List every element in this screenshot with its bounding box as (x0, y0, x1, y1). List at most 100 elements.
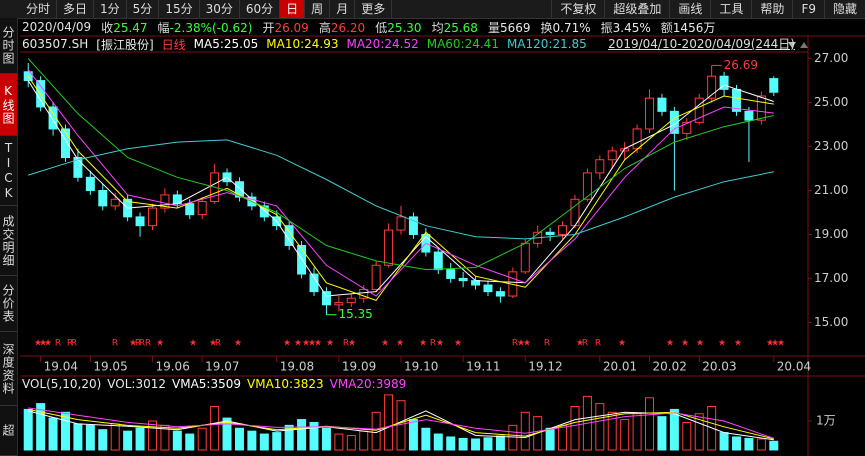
period-tab[interactable]: 30分 (200, 0, 240, 18)
candle-body (645, 97, 655, 130)
event-marker: ★ (326, 339, 334, 349)
candle-body (582, 172, 592, 200)
event-marker: R (582, 339, 588, 349)
volume-legend: VOL(5,10,20) VOL:3012 VMA5:3509 VMA10:382… (22, 377, 406, 391)
side-tab[interactable]: 深度资料 (0, 332, 17, 406)
tool-button[interactable]: F9 (792, 0, 824, 18)
volume-bar (744, 437, 754, 451)
tool-button[interactable]: 隐藏 (823, 0, 865, 18)
candle-body (371, 264, 381, 290)
volume-bar (384, 394, 394, 451)
quote-label: 额 (660, 20, 673, 35)
period-tab[interactable]: 15分 (159, 0, 200, 18)
volume-bar (719, 432, 729, 451)
event-marker: R (71, 339, 77, 349)
tool-button[interactable]: 工具 (710, 0, 751, 18)
candle-body (707, 75, 717, 99)
event-marker: ★ (129, 339, 137, 349)
event-marker: R (430, 339, 436, 349)
candle-body (545, 231, 555, 235)
volume-bar (123, 430, 133, 451)
annotation-label: 26.69 (724, 58, 758, 72)
x-tick-label: 20.03 (702, 360, 736, 374)
quote-label: 低 (375, 20, 388, 35)
period-tab[interactable]: 更多 (355, 0, 393, 18)
candle-body (60, 128, 70, 159)
volume-bar (197, 427, 207, 451)
legend-entry: MA20:24.52 (346, 37, 419, 51)
range-down-icon (788, 42, 796, 48)
x-tick-label: 19.09 (342, 360, 376, 374)
side-tab[interactable]: 分时图 (0, 18, 17, 74)
y-tick-label: 15.00 (814, 315, 848, 329)
volume-bar (756, 438, 766, 451)
event-marker: R (544, 339, 550, 349)
candle-body (396, 216, 406, 231)
quote-item: 均25.68 (432, 19, 478, 36)
quote-value: 25.30 (387, 20, 422, 35)
candle-body (384, 229, 394, 266)
candle-body (769, 78, 779, 93)
volume-bar (272, 432, 282, 451)
volume-bar (110, 423, 120, 451)
legend-entry: MA120:21.85 (506, 37, 587, 51)
event-marker: ★ (666, 339, 674, 349)
quote-value: 0.71% (552, 20, 591, 35)
candle-body (160, 194, 170, 209)
vma-line (28, 407, 774, 439)
period-tab[interactable]: 周 (305, 0, 331, 18)
candle-body (23, 71, 33, 82)
quote-item: 幅-2.38%(-0.62) (158, 19, 253, 36)
side-tab[interactable]: K线图 (0, 74, 17, 136)
candle-body (346, 297, 356, 304)
y-tick-label: 21.00 (814, 183, 848, 197)
period-tab[interactable]: 5分 (127, 0, 160, 18)
candle-body (607, 150, 617, 161)
candle-body (433, 251, 443, 271)
legend-entry: MA60:24.41 (426, 37, 499, 51)
period-tab[interactable]: 分时 (20, 0, 58, 18)
candle-body (359, 288, 369, 299)
period-tab[interactable]: 多日 (57, 0, 95, 18)
side-tab[interactable]: 成交明细 (0, 206, 17, 276)
tool-button[interactable]: 超级叠加 (604, 0, 669, 18)
toolbar: 分时 多日 1分 5分 15分 30分 60分日周月更多 不复权 超级叠加 画线 工具 帮助 F9 隐藏 (0, 0, 865, 19)
date-range[interactable]: 2019/04/10-2020/04/09(244日) (608, 37, 795, 51)
quote-label: 量 (487, 20, 500, 35)
y-tick-label: 27.00 (814, 51, 848, 65)
quote-item: 开26.09 (262, 19, 308, 36)
event-marker: ★ (283, 339, 291, 349)
tool-button[interactable]: 帮助 (751, 0, 792, 18)
volume-bar (682, 421, 692, 451)
volume-bar (222, 417, 232, 451)
volume-bar (36, 403, 46, 451)
event-marker: ★ (523, 339, 531, 349)
side-tab[interactable]: TICK (0, 136, 17, 206)
tool-button[interactable]: 不复权 (551, 0, 604, 18)
candle-body (558, 225, 568, 235)
event-marker: ★ (618, 339, 626, 349)
quote-value: -2.38%(-0.62) (169, 20, 253, 35)
legend-entry: VMA20:3989 (329, 377, 407, 391)
event-marker: ★ (696, 339, 704, 349)
volume-bar (135, 427, 145, 451)
period: 日线 (161, 37, 186, 52)
event-marker: ★ (777, 339, 785, 349)
period-tab[interactable]: 60分 (240, 0, 281, 18)
period-tab[interactable]: 月 (330, 0, 356, 18)
period-tab[interactable]: 日 (280, 0, 306, 18)
side-tab[interactable]: 分价表 (0, 276, 17, 332)
sidebar: 分时图 K线图 TICK 成交明细 分价表 深度资料超 (0, 18, 18, 456)
tool-button[interactable]: 画线 (669, 0, 710, 18)
x-tick-label: 19.06 (155, 360, 189, 374)
candle-body (85, 176, 95, 192)
period-tab[interactable]: 1分 (94, 0, 127, 18)
event-marker: ★ (34, 339, 42, 349)
x-tick-label: 19.07 (205, 360, 239, 374)
volume-bar (297, 419, 307, 451)
candle-body (135, 216, 145, 227)
volume-bar (259, 433, 269, 451)
side-tab[interactable]: 超 (0, 406, 17, 456)
candle-body (334, 302, 344, 306)
candle-body (297, 244, 307, 275)
